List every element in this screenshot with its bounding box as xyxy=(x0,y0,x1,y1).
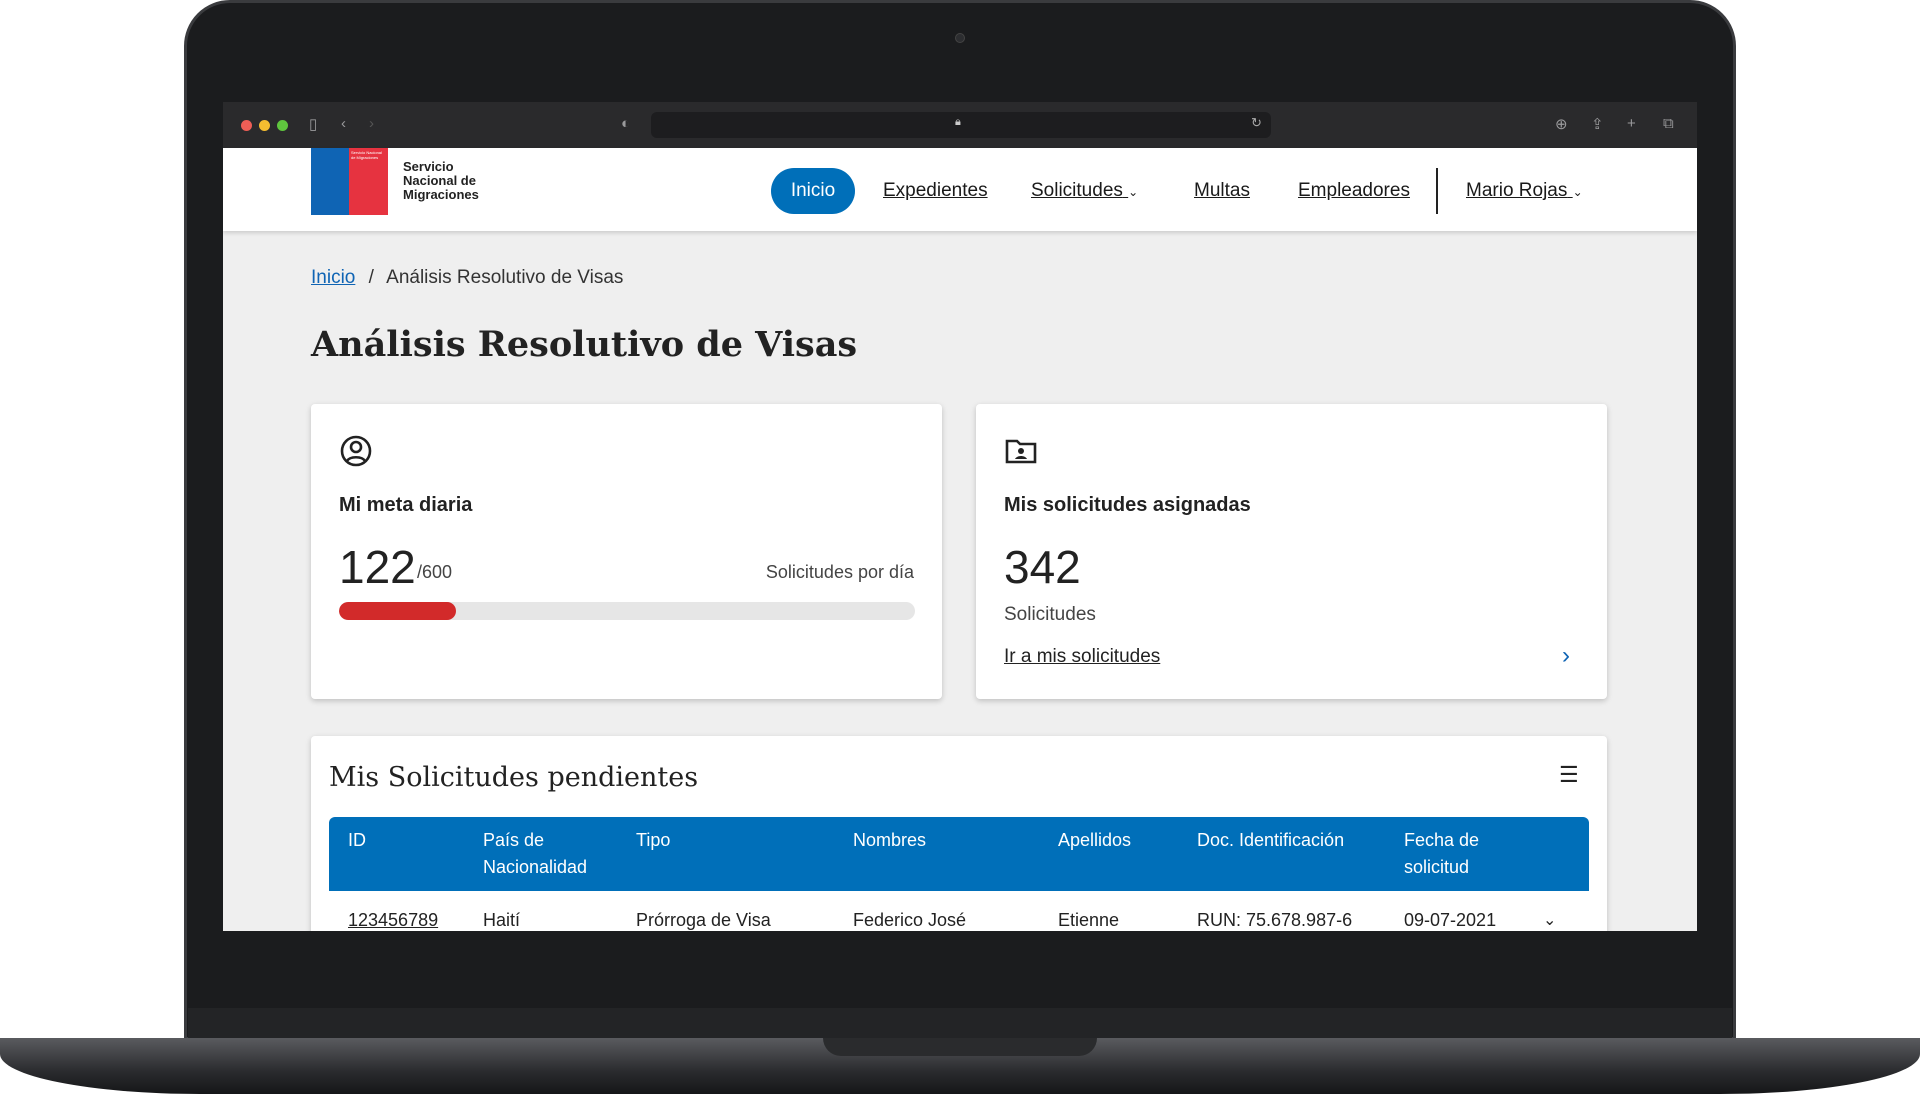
request-id-link[interactable]: 123456789 xyxy=(348,910,439,930)
cell-type: Prórroga de Visa xyxy=(636,910,771,930)
camera xyxy=(955,33,965,43)
shield-icon[interactable]: ◐ xyxy=(621,115,631,132)
chevron-down-icon: ⌄ xyxy=(1128,185,1139,199)
maximize-window-button[interactable] xyxy=(277,120,288,131)
browser-toolbar: ▯ ‹ › ◐ 🔒︎ ↻ ⊕ ⇪ + ⧉ xyxy=(223,102,1697,148)
nav-empleadores[interactable]: Empleadores xyxy=(1298,180,1410,201)
nav-divider xyxy=(1436,168,1438,214)
nav-solicitudes-label: Solicitudes xyxy=(1031,180,1123,201)
page-title: Análisis Resolutivo de Visas xyxy=(311,324,858,365)
goal-progress-fill xyxy=(339,602,457,620)
section-title: Mis Solicitudes pendientes xyxy=(329,762,699,793)
cell-date: 09-07-2021 xyxy=(1404,910,1497,930)
nav-multas[interactable]: Multas xyxy=(1194,180,1250,201)
column-header-surnames[interactable]: Apellidos xyxy=(1058,830,1132,850)
cell-country: Haití xyxy=(483,910,521,930)
user-circle-icon xyxy=(340,435,372,467)
daily-goal-card: Mi meta diaria 122 /600 Solicitudes por … xyxy=(311,404,942,699)
goal-total: /600 xyxy=(417,562,453,582)
logo-text: Servicio Nacional de Migraciones xyxy=(403,159,479,202)
column-header-country[interactable]: País de Nacionalidad xyxy=(483,830,588,877)
lock-icon: 🔒︎ xyxy=(955,116,961,128)
user-name: Mario Rojas xyxy=(1466,180,1568,201)
laptop-notch xyxy=(823,1038,1097,1056)
breadcrumb-home[interactable]: Inicio xyxy=(311,267,356,288)
column-header-id[interactable]: ID xyxy=(348,830,366,850)
download-icon[interactable]: ⊕ xyxy=(1555,116,1568,133)
goal-value: 122 xyxy=(339,541,416,593)
minimize-window-button[interactable] xyxy=(259,120,270,131)
my-requests-link[interactable]: Ir a mis solicitudes xyxy=(1004,646,1161,667)
tabs-overview-icon[interactable]: ⧉ xyxy=(1663,115,1674,132)
cell-surnames: Etienne xyxy=(1058,910,1120,930)
chevron-right-icon[interactable]: › xyxy=(1562,642,1570,669)
list-view-icon[interactable]: ☰ xyxy=(1559,762,1579,787)
new-tab-icon[interactable]: + xyxy=(1627,115,1636,132)
assigned-value: 342 xyxy=(1004,541,1081,593)
assigned-requests-card: Mis solicitudes asignadas 342 Solicitude… xyxy=(976,404,1607,699)
column-header-date[interactable]: Fecha de solicitud xyxy=(1404,830,1480,877)
laptop-chin xyxy=(188,1008,1732,1040)
reload-icon[interactable]: ↻ xyxy=(1251,115,1262,130)
nav-inicio[interactable]: Inicio xyxy=(771,168,855,214)
chevron-down-icon: ⌄ xyxy=(1572,185,1583,199)
pending-requests-card: Mis Solicitudes pendientes ☰ ID País de … xyxy=(311,736,1607,931)
cell-document: RUN: 75.678.987-6 xyxy=(1197,910,1353,930)
card-title: Mi meta diaria xyxy=(339,494,473,516)
table-header: ID País de Nacionalidad Tipo Nombres Ape… xyxy=(329,817,1589,891)
government-logo[interactable]: Servicio Nacional de Migraciones xyxy=(311,148,388,215)
nav-expedientes[interactable]: Expedientes xyxy=(883,180,988,201)
browser-window: ▯ ‹ › ◐ 🔒︎ ↻ ⊕ ⇪ + ⧉ Servicio Nacional d… xyxy=(223,102,1697,931)
sidebar-icon[interactable]: ▯ xyxy=(309,116,318,133)
forward-icon[interactable]: › xyxy=(369,115,374,132)
column-header-type[interactable]: Tipo xyxy=(636,830,671,850)
goal-unit: Solicitudes por día xyxy=(765,562,914,582)
user-menu[interactable]: Mario Rojas ⌄ xyxy=(1466,168,1583,214)
close-window-button[interactable] xyxy=(241,120,252,131)
goal-progress-bar xyxy=(339,602,915,620)
expand-row-icon[interactable]: ⌄ xyxy=(1543,912,1557,929)
breadcrumb-current: Análisis Resolutivo de Visas xyxy=(386,267,624,288)
cell-names: Federico José xyxy=(853,910,967,930)
card-title: Mis solicitudes asignadas xyxy=(1004,494,1251,516)
folder-user-icon xyxy=(1005,439,1037,464)
address-bar[interactable]: 🔒︎ ↻ xyxy=(651,112,1271,138)
column-header-document[interactable]: Doc. Identificación xyxy=(1197,830,1345,850)
nav-solicitudes[interactable]: Solicitudes ⌄ xyxy=(1031,168,1138,214)
back-icon[interactable]: ‹ xyxy=(341,115,346,132)
share-icon[interactable]: ⇪ xyxy=(1591,116,1604,133)
site-header: Servicio Nacional de Migraciones Servici… xyxy=(223,148,1697,231)
assigned-unit: Solicitudes xyxy=(1004,604,1096,625)
column-header-names[interactable]: Nombres xyxy=(853,830,927,850)
breadcrumb: Inicio / Análisis Resolutivo de Visas xyxy=(311,267,623,289)
breadcrumb-separator: / xyxy=(368,267,374,288)
